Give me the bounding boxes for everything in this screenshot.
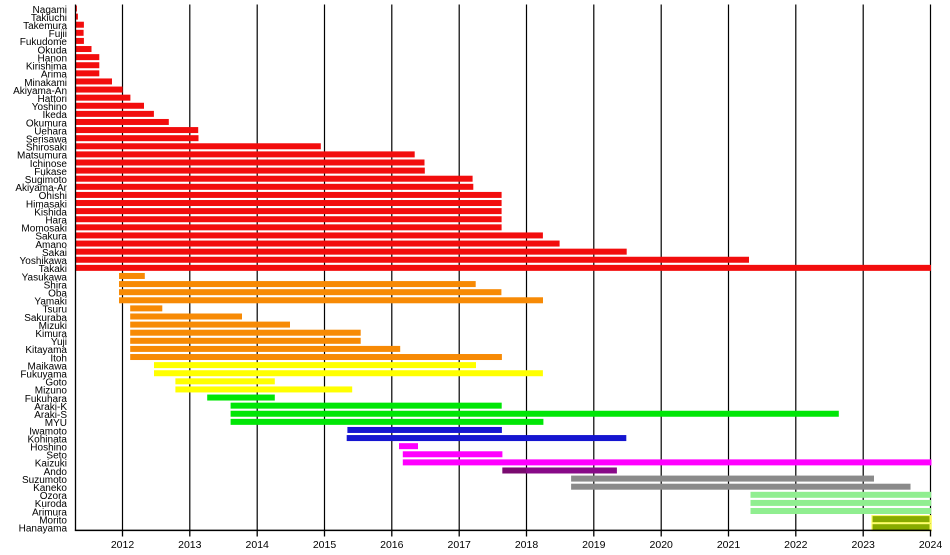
svg-text:Kimura: Kimura <box>35 329 67 340</box>
svg-text:2024: 2024 <box>919 539 943 550</box>
svg-text:2017: 2017 <box>448 539 472 550</box>
svg-text:Minakami: Minakami <box>24 78 67 89</box>
svg-text:Yoshikawa: Yoshikawa <box>20 256 68 267</box>
svg-text:2016: 2016 <box>380 539 404 550</box>
svg-text:Takiuchi: Takiuchi <box>31 13 67 24</box>
svg-text:Suzumoto: Suzumoto <box>22 475 67 486</box>
svg-text:Seto: Seto <box>46 451 67 462</box>
svg-text:Hanayama: Hanayama <box>19 524 68 535</box>
svg-text:Kirishima: Kirishima <box>26 62 68 73</box>
svg-text:Ikeda: Ikeda <box>43 110 68 121</box>
svg-text:Goto: Goto <box>45 378 67 389</box>
svg-text:Amano: Amano <box>35 240 67 251</box>
svg-text:Sakura: Sakura <box>35 232 67 243</box>
svg-text:Hara: Hara <box>45 216 67 227</box>
svg-text:Itoh: Itoh <box>50 353 67 364</box>
svg-text:Araki-S: Araki-S <box>34 410 67 421</box>
svg-text:Hattori: Hattori <box>38 94 67 105</box>
svg-text:Fukase: Fukase <box>34 167 67 178</box>
svg-text:2023: 2023 <box>852 539 876 550</box>
svg-text:Akiyama-An: Akiyama-An <box>13 86 67 97</box>
svg-text:Mizuki: Mizuki <box>39 321 67 332</box>
svg-text:Kuroda: Kuroda <box>35 499 68 510</box>
svg-text:Shira: Shira <box>44 280 68 291</box>
svg-text:Okumura: Okumura <box>26 118 68 129</box>
svg-text:2015: 2015 <box>313 539 337 550</box>
svg-text:Ando: Ando <box>44 467 68 478</box>
svg-text:Morito: Morito <box>39 515 67 526</box>
svg-text:Ichinose: Ichinose <box>30 159 68 170</box>
svg-text:Sakuraba: Sakuraba <box>24 313 67 324</box>
svg-text:Yoshino: Yoshino <box>32 102 68 113</box>
svg-text:Shirosaki: Shirosaki <box>26 143 67 154</box>
svg-text:2014: 2014 <box>246 539 270 550</box>
svg-text:Kaizuki: Kaizuki <box>35 459 67 470</box>
svg-text:2022: 2022 <box>784 539 808 550</box>
svg-text:Iwamoto: Iwamoto <box>29 426 67 437</box>
svg-text:Himasaki: Himasaki <box>26 199 67 210</box>
svg-text:Yasukawa: Yasukawa <box>22 272 68 283</box>
svg-text:Arima: Arima <box>41 70 68 81</box>
svg-text:Yuji: Yuji <box>51 337 67 348</box>
svg-text:Ohishi: Ohishi <box>39 191 67 202</box>
svg-text:Akiyama-Ar: Akiyama-Ar <box>15 183 67 194</box>
svg-text:Momosaki: Momosaki <box>21 224 67 235</box>
svg-text:Kohinata: Kohinata <box>28 434 68 445</box>
svg-text:2012: 2012 <box>111 539 135 550</box>
svg-text:Mizuno: Mizuno <box>35 386 68 397</box>
svg-text:Tsuru: Tsuru <box>43 305 67 316</box>
svg-text:2021: 2021 <box>717 539 741 550</box>
svg-text:Kaneko: Kaneko <box>33 483 67 494</box>
svg-text:Ozora: Ozora <box>40 491 68 502</box>
svg-text:Nagami: Nagami <box>33 5 67 16</box>
svg-text:Takemura: Takemura <box>23 21 67 32</box>
svg-text:Sugimoto: Sugimoto <box>25 175 68 186</box>
svg-text:Fukuhara: Fukuhara <box>25 394 68 405</box>
svg-text:Yamaki: Yamaki <box>34 297 67 308</box>
svg-text:2019: 2019 <box>582 539 606 550</box>
svg-text:Okuda: Okuda <box>38 45 68 56</box>
svg-text:Hanon: Hanon <box>38 53 67 64</box>
svg-text:MYU: MYU <box>45 418 67 429</box>
svg-text:Kitayama: Kitayama <box>25 345 67 356</box>
svg-text:Matsumura: Matsumura <box>17 151 67 162</box>
svg-text:Kishida: Kishida <box>34 207 67 218</box>
svg-text:Fukuyama: Fukuyama <box>20 370 67 381</box>
svg-text:Arimura: Arimura <box>32 507 67 518</box>
svg-text:Takaki: Takaki <box>39 264 67 275</box>
svg-text:Oba: Oba <box>48 288 67 299</box>
svg-text:Araki-K: Araki-K <box>34 402 67 413</box>
svg-text:Maikawa: Maikawa <box>28 361 68 372</box>
svg-text:Serisawa: Serisawa <box>26 134 68 145</box>
svg-text:Uehara: Uehara <box>34 126 67 137</box>
svg-text:Fukudome: Fukudome <box>20 37 68 48</box>
svg-text:Sakai: Sakai <box>42 248 67 259</box>
svg-text:Fujii: Fujii <box>49 29 67 40</box>
svg-text:2013: 2013 <box>178 539 202 550</box>
svg-text:2018: 2018 <box>515 539 539 550</box>
svg-text:Hoshino: Hoshino <box>30 442 67 453</box>
svg-text:2020: 2020 <box>650 539 674 550</box>
